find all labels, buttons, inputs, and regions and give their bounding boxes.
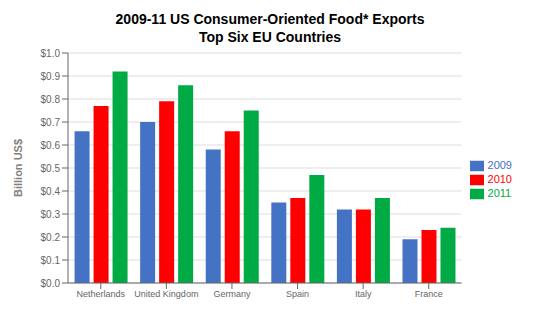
- svg-text:$0.9: $0.9: [41, 71, 61, 82]
- html-text:2010: 2010: [487, 173, 512, 185]
- svg-text:United Kingdom: United Kingdom: [134, 289, 198, 299]
- svg-text:$0.3: $0.3: [41, 209, 61, 220]
- svg-text:$0.2: $0.2: [41, 232, 61, 243]
- svg-text:$0.4: $0.4: [41, 186, 61, 197]
- svg-text:Italy: Italy: [355, 289, 372, 299]
- svg-text:Netherlands: Netherlands: [77, 289, 126, 299]
- svg-text:$0.6: $0.6: [41, 140, 61, 151]
- svg-text:Spain: Spain: [286, 289, 309, 299]
- html-text:Top Six EU Countries: Top Six EU Countries: [199, 29, 341, 45]
- svg-text:France: France: [415, 289, 443, 299]
- svg-text:$0.1: $0.1: [41, 255, 61, 266]
- svg-text:$1.0: $1.0: [41, 48, 61, 59]
- svg-text:$0.7: $0.7: [41, 117, 61, 128]
- svg-text:$0.8: $0.8: [41, 94, 61, 105]
- html-text:2011: 2011: [487, 187, 512, 199]
- html-text:2009-11 US Consumer-Oriented F: 2009-11 US Consumer-Oriented Food* Expor…: [115, 11, 425, 27]
- svg-text:Billion US$: Billion US$: [12, 139, 24, 197]
- svg-text:$0.5: $0.5: [41, 163, 61, 174]
- html-text:2009: 2009: [487, 158, 512, 171]
- svg-text:Germany: Germany: [213, 289, 251, 299]
- svg-text:$0.0: $0.0: [41, 278, 61, 289]
